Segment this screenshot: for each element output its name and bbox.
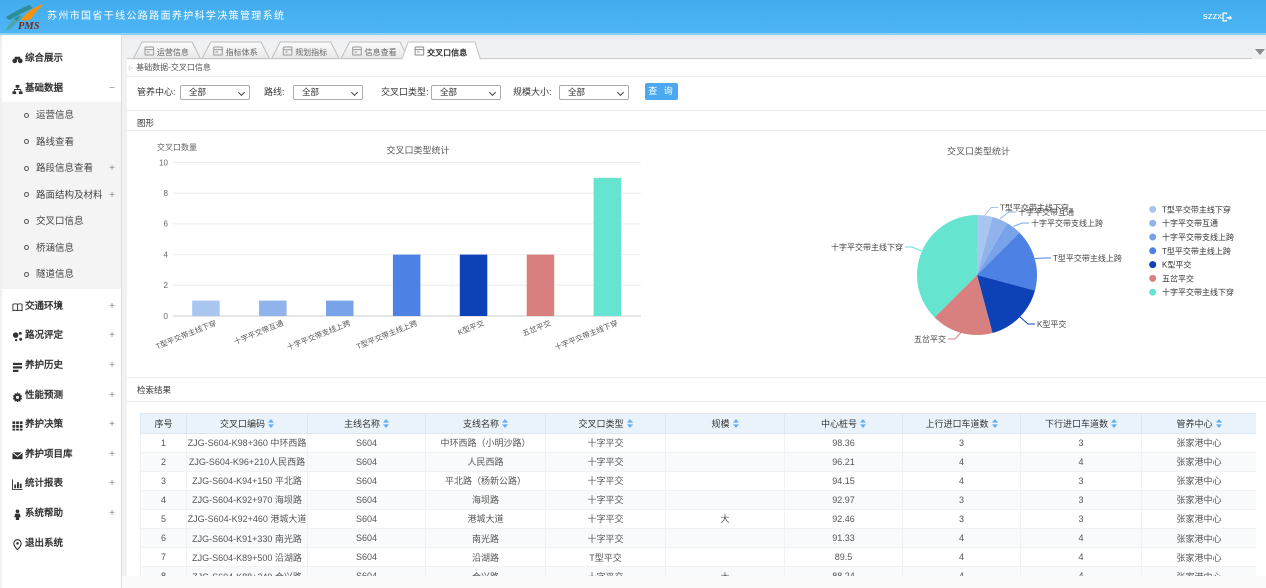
svg-text:信息查看: 信息查看 xyxy=(365,47,397,57)
svg-text:0: 0 xyxy=(164,312,169,321)
svg-text:T型平交带主线下穿: T型平交带主线下穿 xyxy=(1000,203,1069,213)
svg-text:T型平交带主线上跨: T型平交带主线上跨 xyxy=(1162,246,1231,256)
svg-text:五岔平交: 五岔平交 xyxy=(1162,273,1194,283)
svg-text:交叉口类型统计: 交叉口类型统计 xyxy=(386,145,449,156)
svg-text:交叉口信息: 交叉口信息 xyxy=(427,47,467,57)
svg-text:十字平交带互通: 十字平交带互通 xyxy=(232,317,285,346)
svg-text:五岔平交: 五岔平交 xyxy=(521,317,553,338)
svg-text:T型平交带主线上跨: T型平交带主线上跨 xyxy=(1053,253,1122,263)
svg-text:十字平交带互通: 十字平交带互通 xyxy=(1018,207,1074,217)
svg-text:K型平交: K型平交 xyxy=(1037,319,1066,329)
svg-text:K型平交: K型平交 xyxy=(1162,260,1191,270)
svg-text:十字平交带支线上跨: 十字平交带支线上跨 xyxy=(1031,218,1103,228)
svg-text:PMS: PMS xyxy=(18,21,40,32)
svg-text:交叉口类型统计: 交叉口类型统计 xyxy=(947,146,1010,157)
svg-text:T型平交带主线下穿: T型平交带主线下穿 xyxy=(1162,204,1231,214)
svg-text:4: 4 xyxy=(164,250,169,259)
svg-text:十字平交带支线上跨: 十字平交带支线上跨 xyxy=(285,317,352,352)
svg-text:十字平交带互通: 十字平交带互通 xyxy=(1162,218,1218,228)
svg-text:T型平交带主线下穿: T型平交带主线下穿 xyxy=(154,318,218,351)
svg-text:K型平交: K型平交 xyxy=(456,317,486,337)
svg-text:指标体系: 指标体系 xyxy=(226,47,258,57)
svg-text:6: 6 xyxy=(164,220,169,229)
svg-text:8: 8 xyxy=(164,189,169,198)
svg-text:T型平交带主线上跨: T型平交带主线上跨 xyxy=(355,317,419,351)
svg-text:五岔平交: 五岔平交 xyxy=(914,334,946,344)
svg-text:十字平交带主线下穿: 十字平交带主线下穿 xyxy=(1162,287,1234,297)
svg-text:十字平交带主线下穿: 十字平交带主线下穿 xyxy=(553,318,619,353)
svg-text:规划指标: 规划指标 xyxy=(295,47,327,57)
svg-text:十字平交带支线上跨: 十字平交带支线上跨 xyxy=(1162,232,1234,242)
svg-text:10: 10 xyxy=(159,158,168,167)
svg-text:2: 2 xyxy=(164,281,169,290)
svg-text:交叉口数量: 交叉口数量 xyxy=(157,142,197,152)
svg-text:十字平交带主线下穿: 十字平交带主线下穿 xyxy=(831,242,903,252)
svg-text:运营信息: 运营信息 xyxy=(157,47,189,57)
